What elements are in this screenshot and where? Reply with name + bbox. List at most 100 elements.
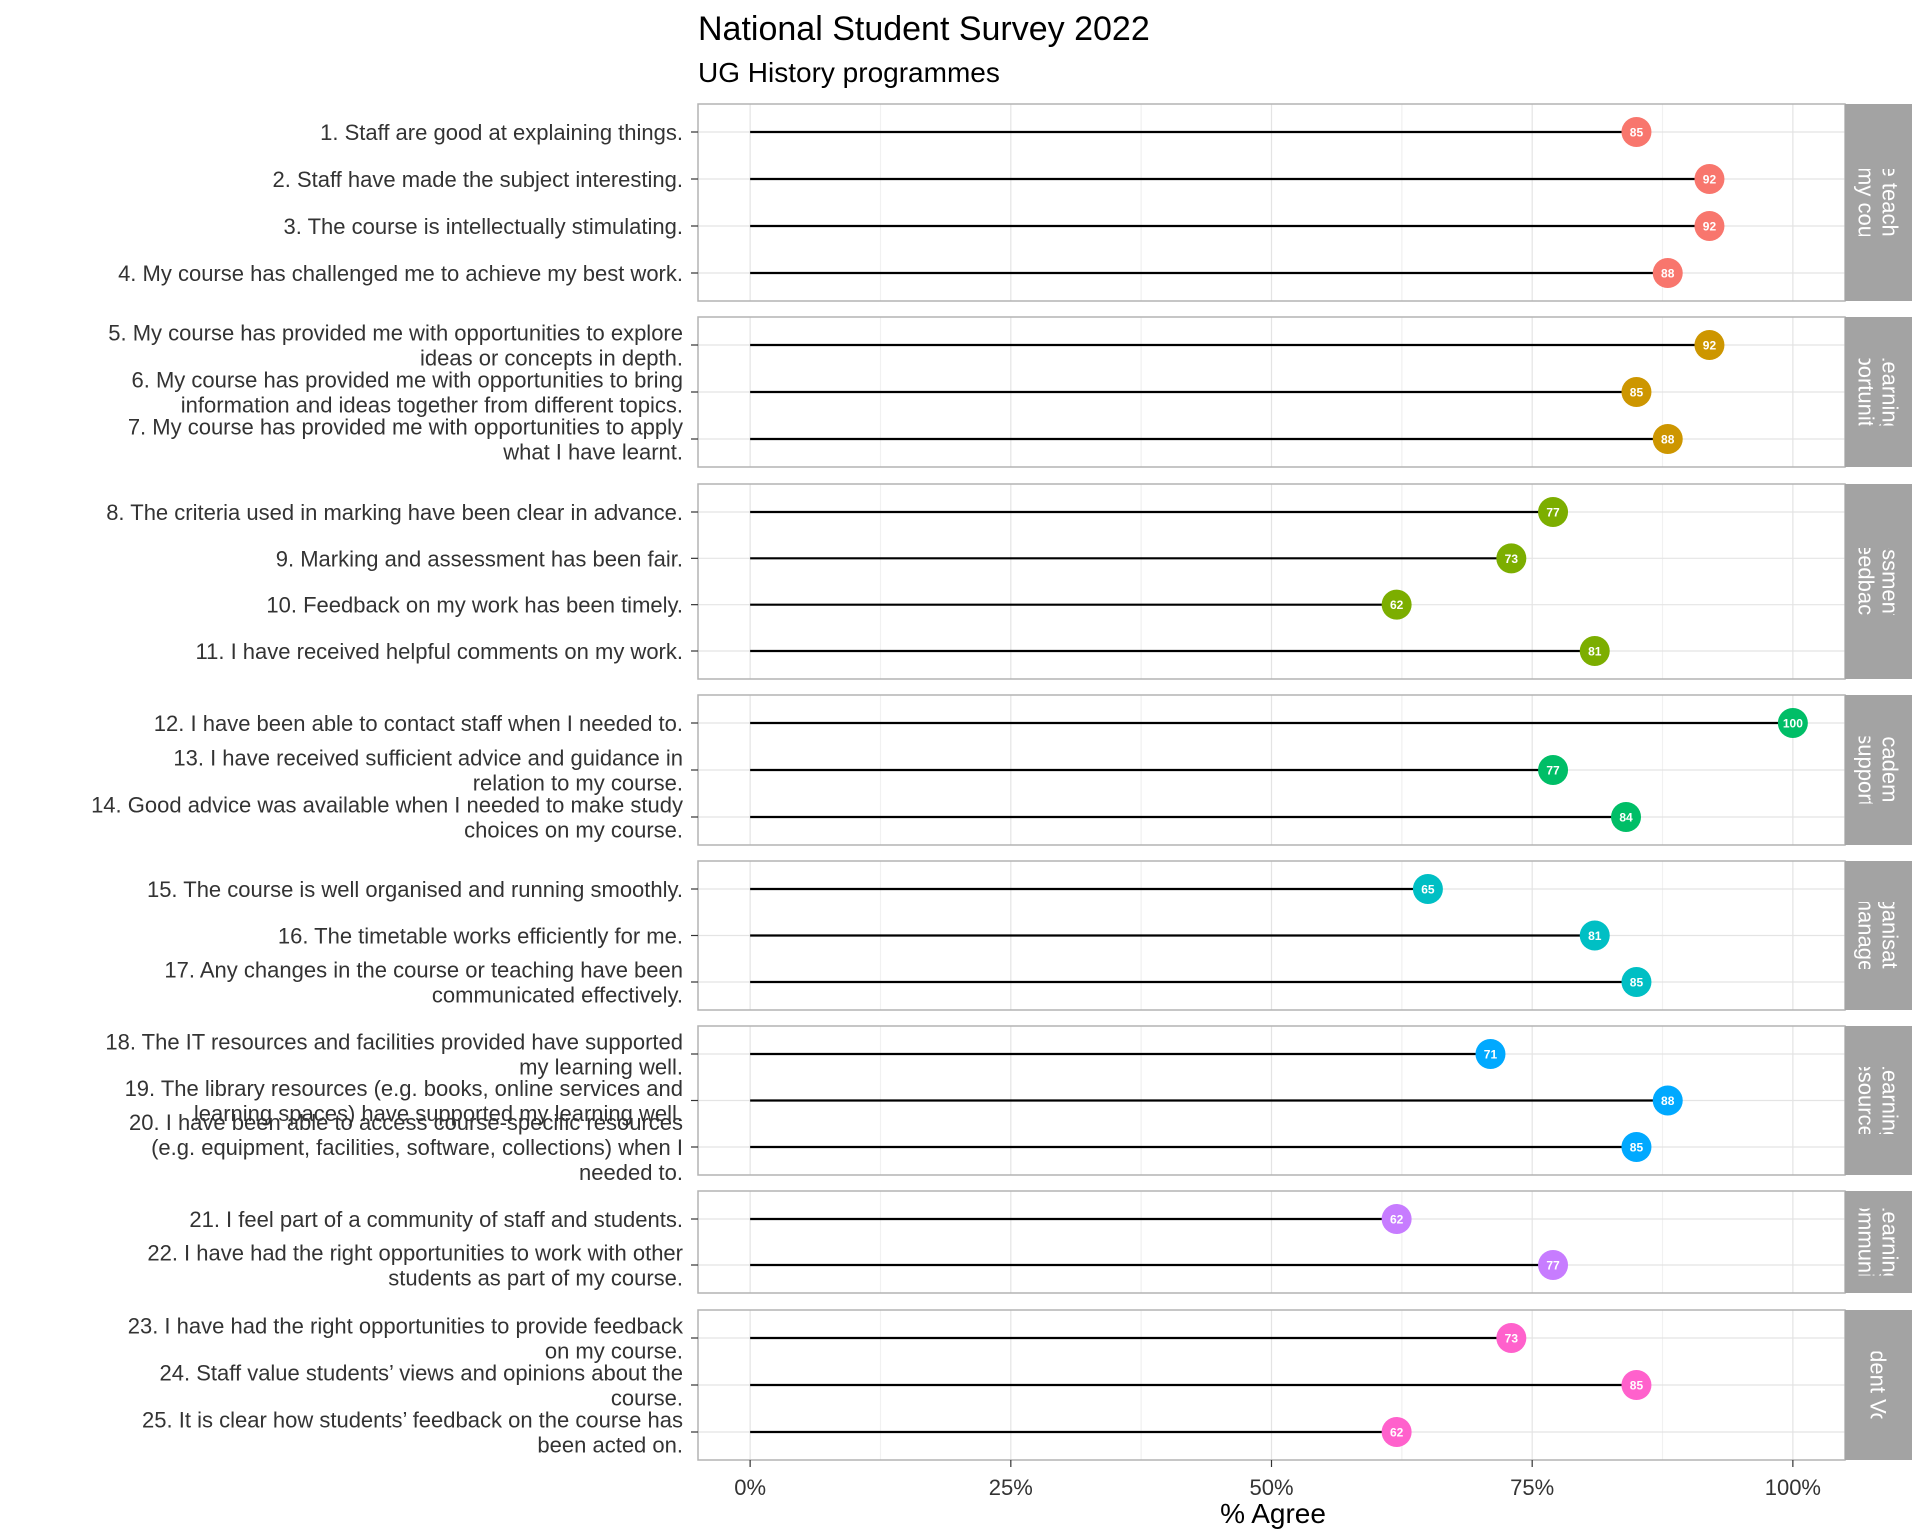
value-label: 100 <box>1783 717 1803 731</box>
y-tick-label: 1. Staff are good at explaining things. <box>320 120 683 145</box>
y-tick-label: 12. I have been able to contact staff wh… <box>154 711 683 736</box>
value-label: 77 <box>1546 764 1560 778</box>
value-label: 71 <box>1484 1048 1498 1062</box>
strip-label: support <box>1854 733 1879 806</box>
y-tick-label: 18. The IT resources and facilities prov… <box>105 1030 683 1055</box>
strip-label: and management <box>1854 850 1879 1021</box>
lollipop-dot <box>1621 1132 1652 1162</box>
y-tick-label: 24. Staff value students’ views and opin… <box>160 1361 683 1386</box>
lollipop-dot <box>1621 967 1652 997</box>
value-label: 65 <box>1421 883 1435 897</box>
y-tick-label: 9. Marking and assessment has been fair. <box>276 546 683 571</box>
lollipop-dot <box>1621 377 1652 407</box>
strip-background <box>1845 317 1912 467</box>
lollipop-dot <box>1652 424 1683 454</box>
y-tick-label: information and ideas together from diff… <box>181 393 683 418</box>
y-tick-label: 2. Staff have made the subject interesti… <box>272 167 683 192</box>
strip-label: Learning <box>1878 1199 1903 1285</box>
y-tick-label: 14. Good advice was available when I nee… <box>91 793 683 818</box>
lollipop-dot <box>1579 636 1610 666</box>
y-tick-label: my learning well. <box>519 1055 683 1080</box>
x-tick-label: 25% <box>989 1475 1033 1500</box>
value-label: 85 <box>1630 126 1644 140</box>
value-label: 81 <box>1588 645 1602 659</box>
chart-title: National Student Survey 2022 <box>698 10 1150 48</box>
value-label: 92 <box>1703 220 1717 234</box>
strip-label: Academic <box>1878 722 1903 819</box>
value-label: 62 <box>1390 1426 1404 1440</box>
y-tick-label: learning spaces) have supported my learn… <box>194 1101 683 1126</box>
y-tick-label: been acted on. <box>537 1433 683 1458</box>
x-tick-label: 75% <box>1510 1475 1554 1500</box>
y-tick-label: students as part of my course. <box>388 1266 683 1291</box>
y-tick-label: 21. I feel part of a community of staff … <box>189 1207 683 1232</box>
value-label: 81 <box>1588 929 1602 943</box>
y-tick-label: (e.g. equipment, facilities, software, c… <box>151 1135 683 1160</box>
strip-label: Assessment and <box>1878 500 1903 663</box>
lollipop-dot <box>1694 164 1725 194</box>
y-tick-label: 8. The criteria used in marking have bee… <box>106 500 683 525</box>
y-tick-label: 25. It is clear how students’ feedback o… <box>142 1408 683 1433</box>
y-tick-label: 20. I have been able to access course-sp… <box>129 1110 683 1135</box>
value-label: 62 <box>1390 598 1404 612</box>
lollipop-dot <box>1475 1039 1506 1069</box>
y-tick-label: 17. Any changes in the course or teachin… <box>164 958 683 983</box>
strip-background <box>1845 1191 1912 1293</box>
x-axis-title: % Agree <box>1220 1498 1326 1529</box>
lollipop-dot <box>1579 920 1610 951</box>
y-tick-label: needed to. <box>579 1160 683 1185</box>
value-label: 88 <box>1661 433 1675 447</box>
y-tick-label: 5. My course has provided me with opport… <box>108 321 683 346</box>
y-tick-label: 4. My course has challenged me to achiev… <box>118 261 683 286</box>
x-tick-label: 50% <box>1249 1475 1293 1500</box>
y-tick-label: 15. The course is well organised and run… <box>147 877 683 902</box>
y-tick-label: 3. The course is intellectually stimulat… <box>284 214 683 239</box>
facet-panel: Student Voice 23. I have had the right op… <box>128 1309 1912 1461</box>
y-tick-label: course. <box>611 1386 683 1411</box>
strip-background <box>1845 484 1912 679</box>
lollipop-dot <box>1694 330 1725 360</box>
lollipop-dot <box>1496 543 1527 574</box>
y-tick-label: ideas or concepts in depth. <box>420 346 683 371</box>
lollipop-dot <box>1777 708 1808 738</box>
lollipop-dot <box>1412 874 1443 904</box>
y-tick-label: 6. My course has provided me with opport… <box>131 368 683 393</box>
strip-label: opportunities <box>1854 329 1879 455</box>
lollipop-dot <box>1652 258 1683 288</box>
lollipop-dot <box>1611 802 1642 832</box>
lollipop-dot <box>1652 1085 1683 1116</box>
y-tick-label: 19. The library resources (e.g. books, o… <box>125 1076 683 1101</box>
strip-label: Learning <box>1878 1058 1903 1144</box>
strip-label: Organisation <box>1878 873 1903 998</box>
lollipop-dot <box>1496 1323 1527 1353</box>
x-axis: 0% 25% 50% 75% 100% <box>734 1460 1821 1500</box>
strip-label: Student Voice <box>1866 1317 1891 1453</box>
strip-background <box>1845 695 1912 845</box>
strip-background <box>1845 1310 1912 1460</box>
lollipop-dot <box>1538 1250 1569 1280</box>
y-tick-label: 11. I have received helpful comments on … <box>196 639 683 664</box>
lollipop-dot <box>1381 1204 1412 1234</box>
lollipop-dot <box>1381 589 1412 620</box>
x-tick-label: 0% <box>734 1475 766 1500</box>
chart-subtitle: UG History programmes <box>698 57 1000 88</box>
strip-label: resources <box>1854 1052 1879 1149</box>
y-tick-label: communicated effectively. <box>432 983 683 1008</box>
y-tick-label: 22. I have had the right opportunities t… <box>147 1241 683 1266</box>
value-label: 88 <box>1661 267 1675 281</box>
value-label: 73 <box>1505 552 1519 566</box>
y-tick-label: on my course. <box>545 1339 683 1364</box>
strip-label: community <box>1854 1189 1879 1295</box>
strip-background <box>1845 104 1912 301</box>
lollipop-dot <box>1621 1370 1652 1400</box>
value-label: 85 <box>1630 1141 1644 1155</box>
